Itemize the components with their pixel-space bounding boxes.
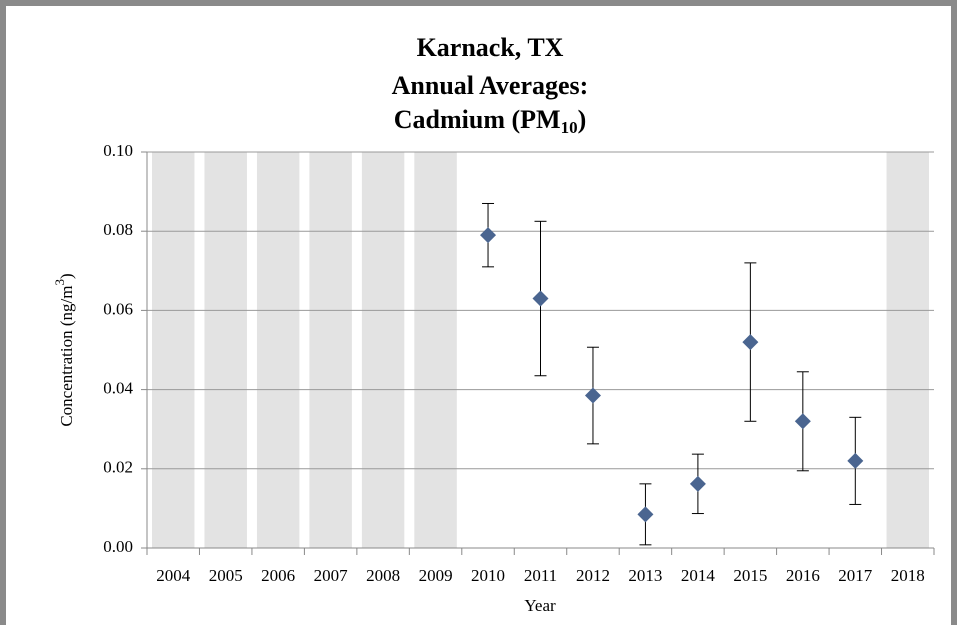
x-tick-label: 2004 — [156, 566, 191, 585]
chart-title: Annual Averages: — [392, 71, 589, 100]
y-tick-label: 0.00 — [103, 537, 133, 556]
marker — [742, 334, 759, 351]
marker — [584, 387, 601, 404]
y-axis-title-text: ) — [57, 273, 76, 279]
x-axis-title: Year — [524, 596, 556, 615]
chart-title: Cadmium (PM10) — [394, 105, 587, 137]
x-tick-label: 2015 — [733, 566, 767, 585]
marker — [480, 227, 497, 244]
x-tick-label: 2008 — [366, 566, 400, 585]
title-text: ) — [578, 105, 587, 134]
x-tick-label: 2009 — [419, 566, 453, 585]
missing-band — [152, 152, 195, 548]
marker — [532, 290, 549, 307]
title-text: Cadmium (PM — [394, 105, 561, 134]
y-tick-label: 0.02 — [103, 458, 133, 477]
x-tick-label: 2012 — [576, 566, 610, 585]
marker — [847, 452, 864, 469]
y-tick-label: 0.08 — [103, 220, 133, 239]
y-axis-title-sup: 3 — [52, 279, 67, 286]
x-tick-label: 2010 — [471, 566, 505, 585]
title-subscript: 10 — [561, 118, 578, 137]
missing-band — [886, 152, 929, 548]
y-axis-title-text: Concentration (ng/m — [57, 286, 76, 427]
y-tick-label: 0.04 — [103, 379, 133, 398]
missing-band — [361, 152, 405, 548]
missing-band — [414, 152, 457, 548]
marker — [637, 506, 654, 523]
x-tick-label: 2011 — [524, 566, 557, 585]
x-tick-label: 2017 — [838, 566, 873, 585]
y-tick-label: 0.06 — [103, 299, 133, 318]
chart-title: Karnack, TX — [417, 33, 564, 62]
x-tick-label: 2014 — [681, 566, 716, 585]
y-axis-title: Concentration (ng/m3) — [52, 273, 76, 426]
missing-band — [256, 152, 300, 548]
missing-band — [309, 152, 352, 548]
x-tick-label: 2016 — [786, 566, 820, 585]
marker — [689, 475, 706, 492]
marker — [794, 413, 811, 430]
y-tick-label: 0.10 — [103, 141, 133, 160]
x-tick-label: 2018 — [891, 566, 925, 585]
x-tick-label: 2007 — [314, 566, 349, 585]
missing-band — [204, 152, 247, 548]
x-tick-label: 2005 — [209, 566, 243, 585]
x-tick-label: 2013 — [628, 566, 662, 585]
x-tick-label: 2006 — [261, 566, 295, 585]
